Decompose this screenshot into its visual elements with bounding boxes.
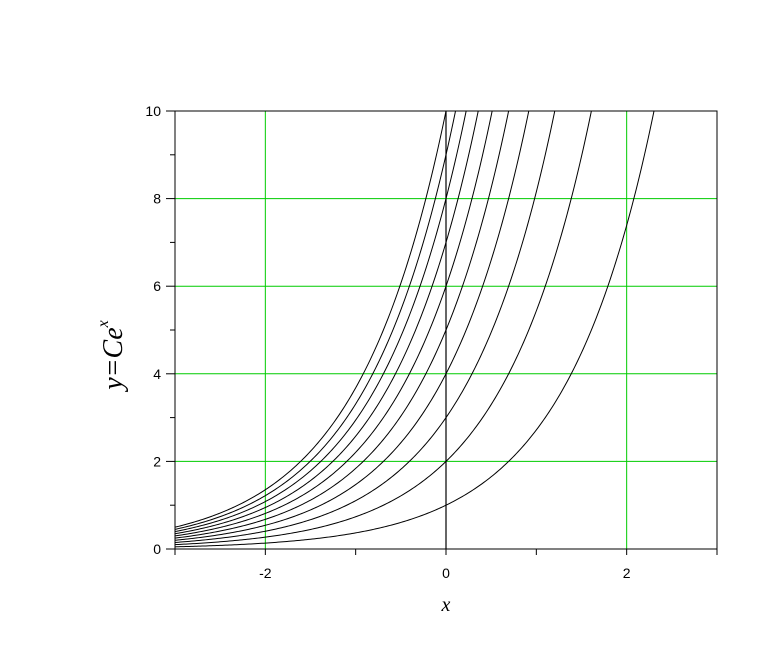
- svg-text:y=Cex: y=Cex: [95, 320, 129, 393]
- y-axis-title: y=Cex: [95, 320, 129, 393]
- y-axis-title-base: y=Ce: [98, 327, 129, 392]
- curve-c-8: [175, 111, 467, 533]
- axis-ticks: [166, 110, 718, 555]
- y-tick-label-10: 10: [145, 103, 161, 119]
- y-tick-label-4: 4: [153, 366, 161, 382]
- x-axis-title: x: [441, 594, 451, 616]
- tick-labels: -2 0 2 0 2 4 6 8 10: [145, 103, 630, 581]
- curve-c-5: [175, 111, 510, 539]
- curve-c-10: [175, 111, 447, 528]
- curve-c-9: [175, 111, 457, 530]
- x-tick-label--2: -2: [259, 565, 272, 581]
- y-tick-label-8: 8: [153, 191, 161, 207]
- y-tick-label-6: 6: [153, 278, 161, 294]
- y-tick-label-2: 2: [153, 453, 161, 469]
- y-axis-title-superscript: x: [95, 320, 112, 328]
- x-tick-label-0: 0: [442, 565, 450, 581]
- curve-c-4: [175, 111, 530, 541]
- curve-c-7: [175, 111, 479, 535]
- curve-c-6: [175, 111, 493, 537]
- y-tick-label-0: 0: [153, 541, 161, 557]
- curve-c-2: [175, 111, 592, 546]
- curve-c-1: [175, 111, 655, 548]
- curve-c-3: [175, 111, 556, 543]
- curves: [175, 111, 655, 548]
- x-tick-label-2: 2: [623, 565, 631, 581]
